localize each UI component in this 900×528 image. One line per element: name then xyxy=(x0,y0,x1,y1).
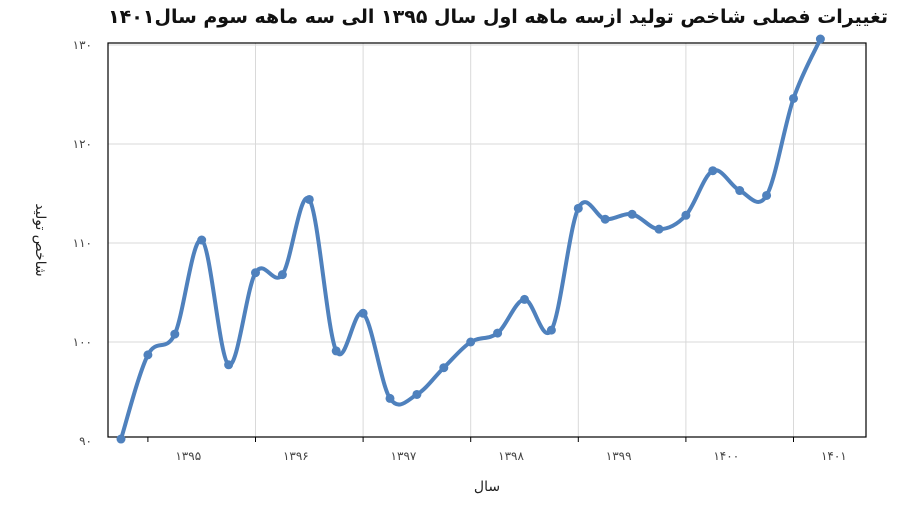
data-point xyxy=(197,235,207,245)
y-tick-label: ۱۱۰ xyxy=(73,236,92,250)
data-point xyxy=(762,190,772,200)
data-point xyxy=(251,268,260,278)
data-point xyxy=(708,166,718,176)
data-point xyxy=(573,203,583,213)
data-point xyxy=(735,186,745,196)
y-axis-label: شاخص تولید xyxy=(32,203,48,276)
y-tick-label: ۱۲۰ xyxy=(73,137,92,151)
grid xyxy=(108,43,866,437)
x-tick-label: ۱۳۹۵ xyxy=(175,449,201,463)
data-point xyxy=(224,360,234,370)
x-tick-label: ۱۴۰۰ xyxy=(713,449,739,463)
x-tick-label: ۱۳۹۹ xyxy=(606,449,632,463)
data-point xyxy=(520,294,529,304)
data-point xyxy=(116,434,126,444)
data-point xyxy=(170,329,180,339)
x-tick-label: ۱۴۰۱ xyxy=(821,449,847,463)
data-point xyxy=(304,194,314,204)
data-point xyxy=(654,224,664,234)
x-axis: ۱۳۹۵ ۱۳۹۶ ۱۳۹۷ ۱۳۹۸ ۱۳۹۹ ۱۴۰۰ ۱۴۰۱ xyxy=(147,437,847,463)
data-point xyxy=(466,337,476,347)
x-tick-label: ۱۳۹۷ xyxy=(391,449,417,463)
data-point xyxy=(815,34,825,44)
x-tick-label: ۱۳۹۶ xyxy=(283,449,309,463)
data-point xyxy=(600,214,610,224)
data-point xyxy=(143,350,153,360)
data-point xyxy=(385,393,395,403)
y-tick-label: ۱۰۰ xyxy=(73,335,92,349)
x-axis-label: سال xyxy=(474,479,500,495)
y-axis: ۹۰ ۱۰۰ ۱۱۰ ۱۲۰ ۱۳۰ xyxy=(73,38,92,448)
y-tick-label: ۹۰ xyxy=(79,434,92,448)
data-point xyxy=(681,210,691,220)
data-point xyxy=(546,325,556,335)
data-point xyxy=(331,346,341,356)
data-point xyxy=(439,363,449,373)
y-tick-label: ۱۳۰ xyxy=(73,38,92,52)
data-point xyxy=(412,389,422,399)
chart-title: تغییرات فصلی شاخص تولید ازسه ماهه اول سا… xyxy=(108,6,888,28)
data-point xyxy=(789,93,798,103)
data-point xyxy=(277,270,287,280)
x-tick-label: ۱۳۹۸ xyxy=(498,449,524,463)
plot-frame xyxy=(107,42,867,438)
data-point xyxy=(493,328,503,338)
data-point xyxy=(358,308,368,318)
data-point xyxy=(627,209,637,219)
data-points xyxy=(116,34,825,444)
